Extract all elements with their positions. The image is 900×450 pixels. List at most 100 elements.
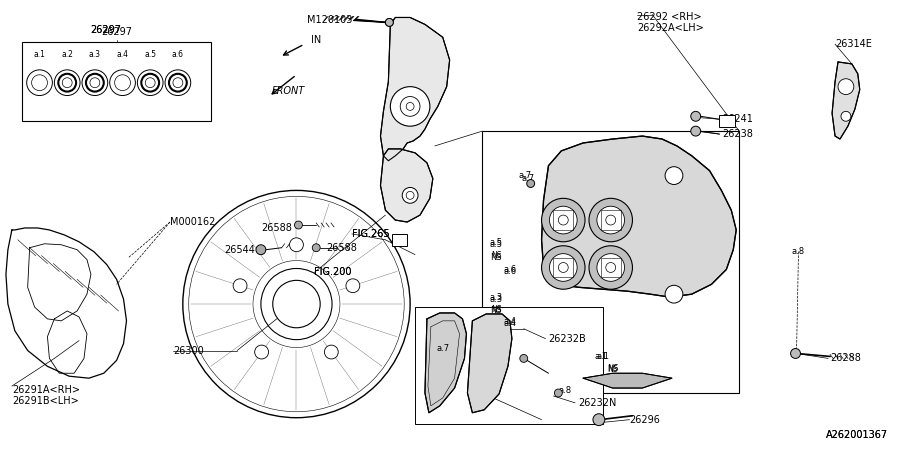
- Text: 26314E: 26314E: [835, 39, 872, 49]
- Circle shape: [542, 198, 585, 242]
- Circle shape: [290, 238, 303, 252]
- Circle shape: [526, 180, 535, 188]
- Circle shape: [589, 246, 633, 289]
- Circle shape: [402, 188, 418, 203]
- Text: a.6: a.6: [503, 267, 517, 276]
- Text: a.1: a.1: [594, 352, 608, 361]
- Text: A262001367: A262001367: [826, 429, 888, 440]
- Circle shape: [550, 206, 577, 234]
- Text: M000162: M000162: [170, 217, 215, 227]
- Circle shape: [385, 18, 393, 27]
- Circle shape: [593, 414, 605, 426]
- Text: a.5: a.5: [490, 238, 502, 248]
- Text: a.6: a.6: [172, 50, 184, 58]
- Text: a.3: a.3: [89, 50, 101, 58]
- Circle shape: [233, 279, 247, 292]
- Text: 26238: 26238: [723, 129, 753, 139]
- Text: 26232B: 26232B: [548, 333, 586, 344]
- Bar: [392, 234, 407, 246]
- Text: FIG.200: FIG.200: [314, 267, 352, 278]
- Text: a.4: a.4: [503, 317, 517, 326]
- Text: IN: IN: [311, 35, 321, 45]
- Circle shape: [841, 111, 850, 121]
- Text: 26291A<RH>: 26291A<RH>: [12, 385, 80, 395]
- Text: NS: NS: [491, 253, 502, 262]
- Circle shape: [665, 166, 683, 184]
- Text: A: A: [724, 117, 731, 126]
- Text: a.4: a.4: [116, 50, 129, 58]
- Polygon shape: [832, 62, 859, 139]
- Polygon shape: [467, 314, 512, 413]
- Circle shape: [790, 349, 800, 358]
- Circle shape: [391, 87, 430, 126]
- Polygon shape: [381, 18, 450, 161]
- Text: FIG.265: FIG.265: [352, 229, 390, 239]
- Bar: [482, 131, 739, 393]
- Text: NS: NS: [608, 365, 618, 374]
- Text: a.5: a.5: [490, 240, 502, 249]
- Circle shape: [400, 97, 420, 116]
- Text: a.3: a.3: [490, 292, 503, 302]
- Text: a.2: a.2: [622, 378, 635, 387]
- Text: 26297: 26297: [90, 25, 122, 35]
- Text: 26288: 26288: [830, 353, 861, 364]
- Circle shape: [312, 244, 320, 252]
- Circle shape: [691, 111, 701, 121]
- Circle shape: [385, 18, 393, 27]
- Polygon shape: [542, 136, 736, 297]
- Polygon shape: [583, 373, 672, 388]
- Text: 26292 <RH>: 26292 <RH>: [637, 13, 702, 22]
- Text: FRONT: FRONT: [272, 86, 305, 95]
- Text: a.2: a.2: [61, 50, 73, 58]
- Bar: [601, 210, 621, 230]
- Text: a.3: a.3: [490, 295, 503, 304]
- Text: a.2: a.2: [621, 377, 634, 386]
- Bar: [22, 42, 212, 121]
- Circle shape: [346, 279, 360, 292]
- Text: a.4: a.4: [503, 320, 517, 328]
- Circle shape: [255, 345, 268, 359]
- Bar: [719, 115, 735, 127]
- Text: 26297: 26297: [101, 27, 132, 37]
- Text: 26291B<LH>: 26291B<LH>: [12, 396, 78, 406]
- Circle shape: [838, 79, 854, 94]
- Text: a.8: a.8: [792, 247, 806, 256]
- Text: A262001367: A262001367: [826, 429, 888, 440]
- Text: 26232N: 26232N: [578, 398, 617, 408]
- Circle shape: [691, 126, 701, 136]
- Text: a.5: a.5: [144, 50, 157, 58]
- Text: NS: NS: [491, 306, 501, 315]
- Text: NS: NS: [607, 364, 618, 373]
- Text: FIG.200: FIG.200: [314, 267, 352, 278]
- Circle shape: [589, 198, 633, 242]
- Circle shape: [550, 254, 577, 281]
- Text: a.1: a.1: [597, 352, 609, 361]
- Text: a.8: a.8: [559, 386, 572, 395]
- Text: 26588: 26588: [326, 243, 357, 253]
- Circle shape: [597, 206, 625, 234]
- Circle shape: [256, 245, 266, 255]
- Bar: [601, 257, 621, 277]
- Text: a.7: a.7: [518, 171, 531, 180]
- Text: M120103: M120103: [308, 15, 353, 26]
- Polygon shape: [425, 313, 466, 413]
- Circle shape: [665, 285, 683, 303]
- Text: 26297: 26297: [90, 25, 122, 35]
- Circle shape: [324, 345, 338, 359]
- Bar: [554, 210, 573, 230]
- Bar: [415, 307, 603, 423]
- Text: 26292A<LH>: 26292A<LH>: [637, 23, 704, 33]
- Text: 26300: 26300: [173, 346, 203, 356]
- Text: 26544: 26544: [224, 245, 255, 255]
- Circle shape: [520, 355, 527, 362]
- Circle shape: [554, 389, 562, 397]
- Text: NS: NS: [491, 306, 502, 315]
- Text: NS: NS: [491, 251, 501, 260]
- Bar: [554, 257, 573, 277]
- Text: FIG.265: FIG.265: [352, 229, 390, 239]
- Text: 26588: 26588: [262, 223, 292, 233]
- Polygon shape: [381, 149, 433, 222]
- Circle shape: [273, 280, 320, 328]
- Text: A: A: [396, 235, 402, 244]
- Text: a.7: a.7: [436, 344, 449, 353]
